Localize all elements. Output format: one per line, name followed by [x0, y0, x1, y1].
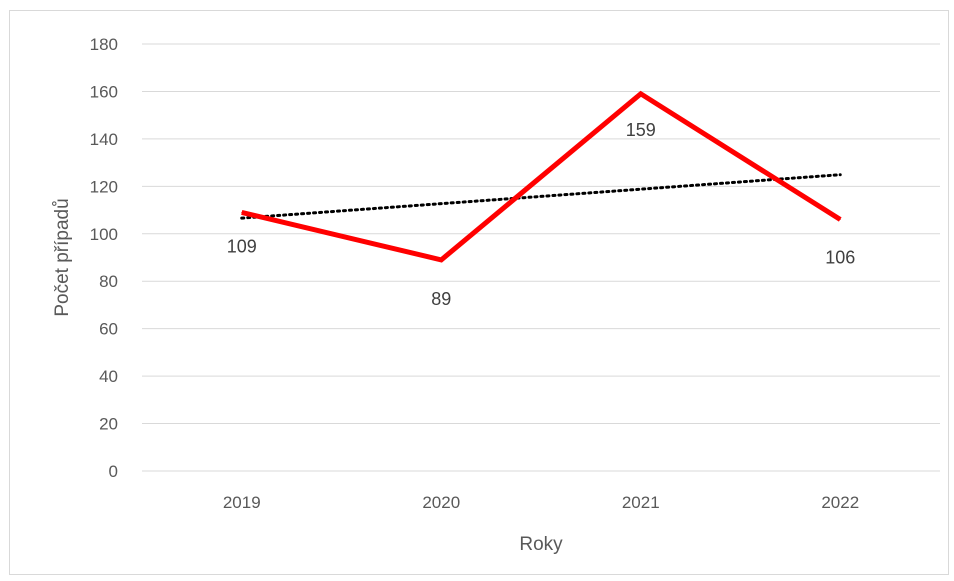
y-tick-label: 20	[99, 415, 118, 434]
series-group	[241, 90, 842, 263]
x-tick-label: 2021	[622, 493, 660, 512]
data-point	[640, 93, 642, 95]
data-point	[241, 211, 243, 213]
y-tick-label: 80	[99, 272, 118, 291]
trendline-group	[240, 173, 842, 220]
y-tick-label: 0	[109, 462, 118, 481]
chart-frame	[9, 10, 949, 575]
x-tick-label: 2020	[422, 493, 460, 512]
y-tick-label: 60	[99, 320, 118, 339]
y-axis-title: Počet případů	[52, 198, 73, 316]
data-point	[440, 259, 442, 261]
data-label: 109	[227, 236, 257, 256]
data-label: 89	[431, 289, 451, 309]
y-tick-label: 160	[90, 82, 118, 101]
data-label: 159	[626, 120, 656, 140]
gridlines	[142, 43, 940, 472]
y-tick-label: 140	[90, 130, 118, 149]
series-line	[241, 90, 842, 263]
data-labels: 109 89 159 106	[227, 120, 856, 309]
y-tick-label: 120	[90, 177, 118, 196]
x-axis-title: Roky	[519, 534, 563, 555]
x-tick-label: 2022	[821, 493, 859, 512]
y-tick-label: 40	[99, 367, 118, 386]
y-axis-ticks: 0 20 40 60 80 100 120 140 160 180	[90, 35, 118, 481]
x-axis-ticks: 2019 2020 2021 2022	[223, 493, 859, 512]
y-tick-label: 180	[90, 35, 118, 54]
data-label: 106	[825, 248, 855, 268]
data-point	[839, 219, 841, 221]
trendline	[240, 173, 842, 220]
x-tick-label: 2019	[223, 493, 261, 512]
y-tick-label: 100	[90, 225, 118, 244]
